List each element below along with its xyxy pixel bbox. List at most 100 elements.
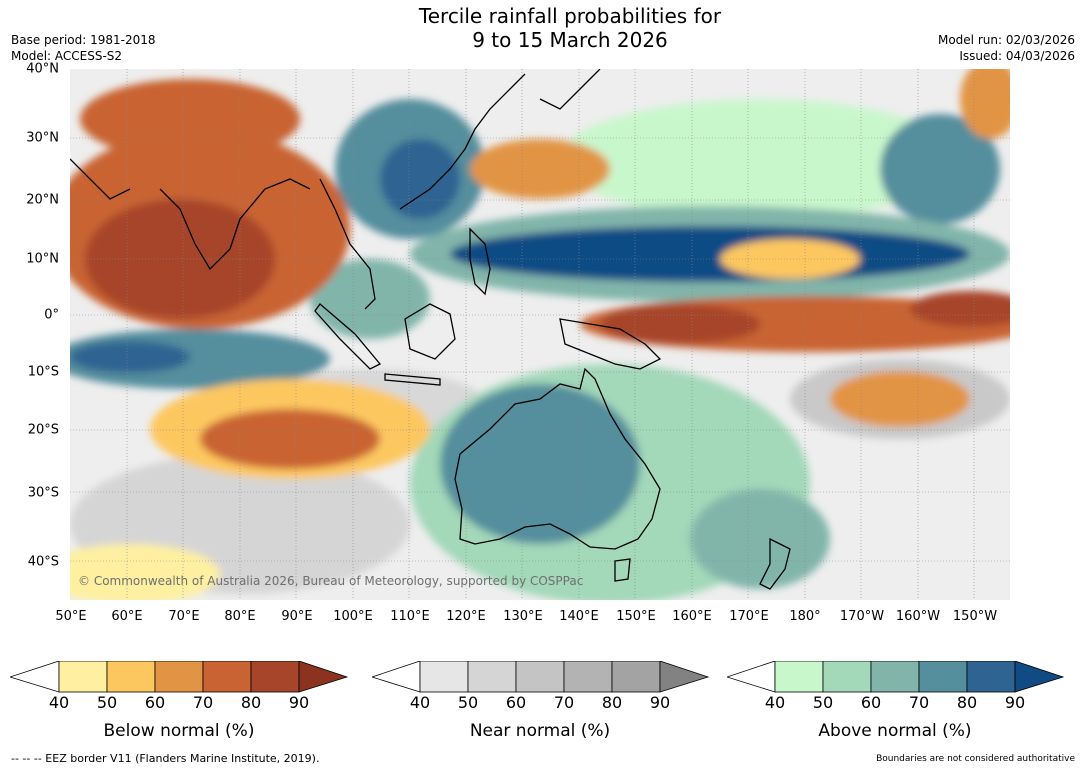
colorbar-near-tri-low <box>372 661 421 693</box>
lon-label-160e: 160°E <box>672 609 712 624</box>
coastlines <box>70 69 791 590</box>
philippines-coast <box>469 227 491 296</box>
tick-near-80: 80 <box>601 693 623 712</box>
copyright-text: © Commonwealth of Australia 2026, Bureau… <box>78 574 584 588</box>
new-zealand-coast <box>759 537 791 590</box>
lon-label-110e: 110°E <box>390 609 430 624</box>
base-period: Base period: 1981-2018 <box>11 33 156 47</box>
tick-above-50: 50 <box>812 693 834 712</box>
colorbar-above-seg-50-60 <box>822 661 872 693</box>
china-coast <box>399 73 526 210</box>
colorbar-below-seg-50-60 <box>106 661 156 693</box>
model-run: Model run: 02/03/2026 <box>937 33 1075 47</box>
lat-label-30n: 30°N <box>26 130 59 146</box>
lon-label-130e: 130°E <box>503 609 543 624</box>
colorbar-above-seg-40-50 <box>774 661 824 693</box>
colorbar-above <box>727 661 1065 693</box>
tick-below-40: 40 <box>48 693 70 712</box>
lon-label-60e: 60°E <box>111 609 143 624</box>
colorbar-near-seg-80-90 <box>611 661 661 693</box>
japan-coast <box>539 69 601 110</box>
probability-map <box>70 69 1010 600</box>
title-line-1: Tercile rainfall probabilities for <box>418 4 722 28</box>
colorbar-below-seg-70-80 <box>202 661 252 693</box>
sumatra-coast <box>314 303 382 370</box>
java-coast <box>384 373 441 386</box>
region-china-above-core <box>380 139 460 219</box>
arabia-coast <box>70 158 131 200</box>
map-title: Tercile rainfall probabilities for 9 to … <box>320 4 820 52</box>
tick-near-40: 40 <box>409 693 431 712</box>
region-bay-of-bengal-above <box>310 259 430 339</box>
lat-label-10s: 10°S <box>27 364 59 380</box>
indian-ocean-above-core <box>70 341 190 373</box>
australia-coast <box>454 367 661 550</box>
graticule <box>70 69 1010 600</box>
legend-label-below: Below normal (%) <box>103 721 255 741</box>
colorbar-near-seg-50-60 <box>467 661 517 693</box>
region-philippine-sea-below <box>470 139 610 199</box>
colorbar-above-seg-80-90 <box>966 661 1016 693</box>
meta-right: Model run: 02/03/2026 Issued: 04/03/2026 <box>938 32 1075 64</box>
meta-left: Base period: 1981-2018 Model: ACCESS-S2 <box>11 32 156 64</box>
colorbar-below-tri-low <box>10 661 60 693</box>
indochina-coast <box>319 178 376 310</box>
colorbar-above-tri-low <box>727 661 776 693</box>
new-guinea-coast <box>559 318 662 370</box>
lon-label-150e: 150°E <box>616 609 656 624</box>
lat-label-10n: 10°N <box>26 251 59 267</box>
tick-above-40: 40 <box>764 693 786 712</box>
lon-label-180: 180° <box>789 609 821 624</box>
tick-near-70: 70 <box>553 693 575 712</box>
lon-label-160w: 160°W <box>895 609 941 624</box>
tick-near-50: 50 <box>457 693 479 712</box>
colorbar-near-tri-high <box>659 661 710 693</box>
colorbar-near-seg-70-80 <box>563 661 613 693</box>
equatorial-pacific-below-east <box>910 291 1010 327</box>
colorbar-below-seg-40-50 <box>58 661 108 693</box>
lat-label-40s: 40°S <box>27 554 59 570</box>
region-north-pacific-above <box>880 114 1000 224</box>
colorbar-below-tri-high <box>298 661 349 693</box>
lat-label-20n: 20°N <box>26 192 59 208</box>
model-name: Model: ACCESS-S2 <box>11 49 123 63</box>
tick-above-60: 60 <box>860 693 882 712</box>
lon-label-80e: 80°E <box>224 609 256 624</box>
colorbar-above-seg-60-70 <box>870 661 920 693</box>
issued-date: Issued: 04/03/2026 <box>959 49 1075 63</box>
tick-below-90: 90 <box>288 693 310 712</box>
lat-label-40n: 40°N <box>26 61 59 77</box>
region-arabia-below <box>80 79 300 159</box>
title-line-2: 9 to 15 March 2026 <box>472 28 668 52</box>
lon-label-170w: 170°W <box>839 609 885 624</box>
colorbar-below-seg-80-90 <box>250 661 300 693</box>
legend-label-above: Above normal (%) <box>818 721 972 741</box>
legend-label-near: Near normal (%) <box>469 721 611 741</box>
lon-label-50e: 50°E <box>55 609 87 624</box>
colorbar-above-tri-high <box>1014 661 1065 693</box>
region-north-pacific-light <box>560 99 960 219</box>
lon-label-90e: 90°E <box>281 609 313 624</box>
tick-above-70: 70 <box>908 693 930 712</box>
boundary-disclaimer: Boundaries are not considered authoritat… <box>876 754 1075 764</box>
india-coast <box>159 178 311 271</box>
colorbar-near-seg-60-70 <box>515 661 565 693</box>
australia-above <box>440 384 640 544</box>
colorbar-near-seg-40-50 <box>419 661 469 693</box>
south-indian-below <box>200 409 380 469</box>
lon-label-100e: 100°E <box>333 609 373 624</box>
tasmania-coast <box>614 558 631 582</box>
tick-above-80: 80 <box>956 693 978 712</box>
lon-label-120e: 120°E <box>446 609 486 624</box>
tick-below-70: 70 <box>192 693 214 712</box>
lon-label-170e: 170°E <box>729 609 769 624</box>
lat-label-20s: 20°S <box>27 422 59 438</box>
colorbar-near <box>372 661 710 693</box>
colorbar-below-seg-60-70 <box>154 661 204 693</box>
map-panel: © Commonwealth of Australia 2026, Bureau… <box>70 69 1010 600</box>
lat-label-eq: 0° <box>44 307 59 323</box>
probability-field <box>70 69 1010 600</box>
lat-label-30s: 30°S <box>27 485 59 501</box>
lon-label-70e: 70°E <box>168 609 200 624</box>
india-below-core <box>85 199 275 319</box>
